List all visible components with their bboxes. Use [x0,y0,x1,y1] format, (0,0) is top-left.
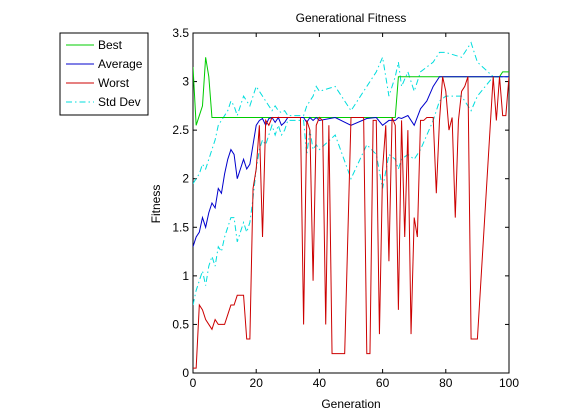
y-tick-label: 3.5 [172,26,189,40]
legend: Best Average Worst Std Dev [60,33,148,115]
x-tick-label: 80 [439,376,453,390]
x-tick-label: 40 [313,376,327,390]
legend-label: Std Dev [98,95,141,109]
y-tick-label: 2 [182,172,189,186]
chart-title: Generational Fitness [296,11,407,25]
x-axis-label: Generation [321,397,380,411]
legend-label: Best [98,38,123,52]
y-tick-label: 0 [182,366,189,380]
x-tick-label: 100 [499,376,519,390]
legend-label: Worst [98,76,130,90]
y-tick-label: 2.5 [172,123,189,137]
x-tick-label: 0 [190,376,197,390]
y-axis-label: Fitness [149,185,163,224]
x-tick-label: 20 [250,376,264,390]
y-tick-label: 1 [182,269,189,283]
x-tick-label: 60 [376,376,390,390]
y-tick-label: 0.5 [172,317,189,331]
y-tick-label: 3 [182,75,189,89]
y-tick-label: 1.5 [172,220,189,234]
legend-label: Average [98,57,143,71]
